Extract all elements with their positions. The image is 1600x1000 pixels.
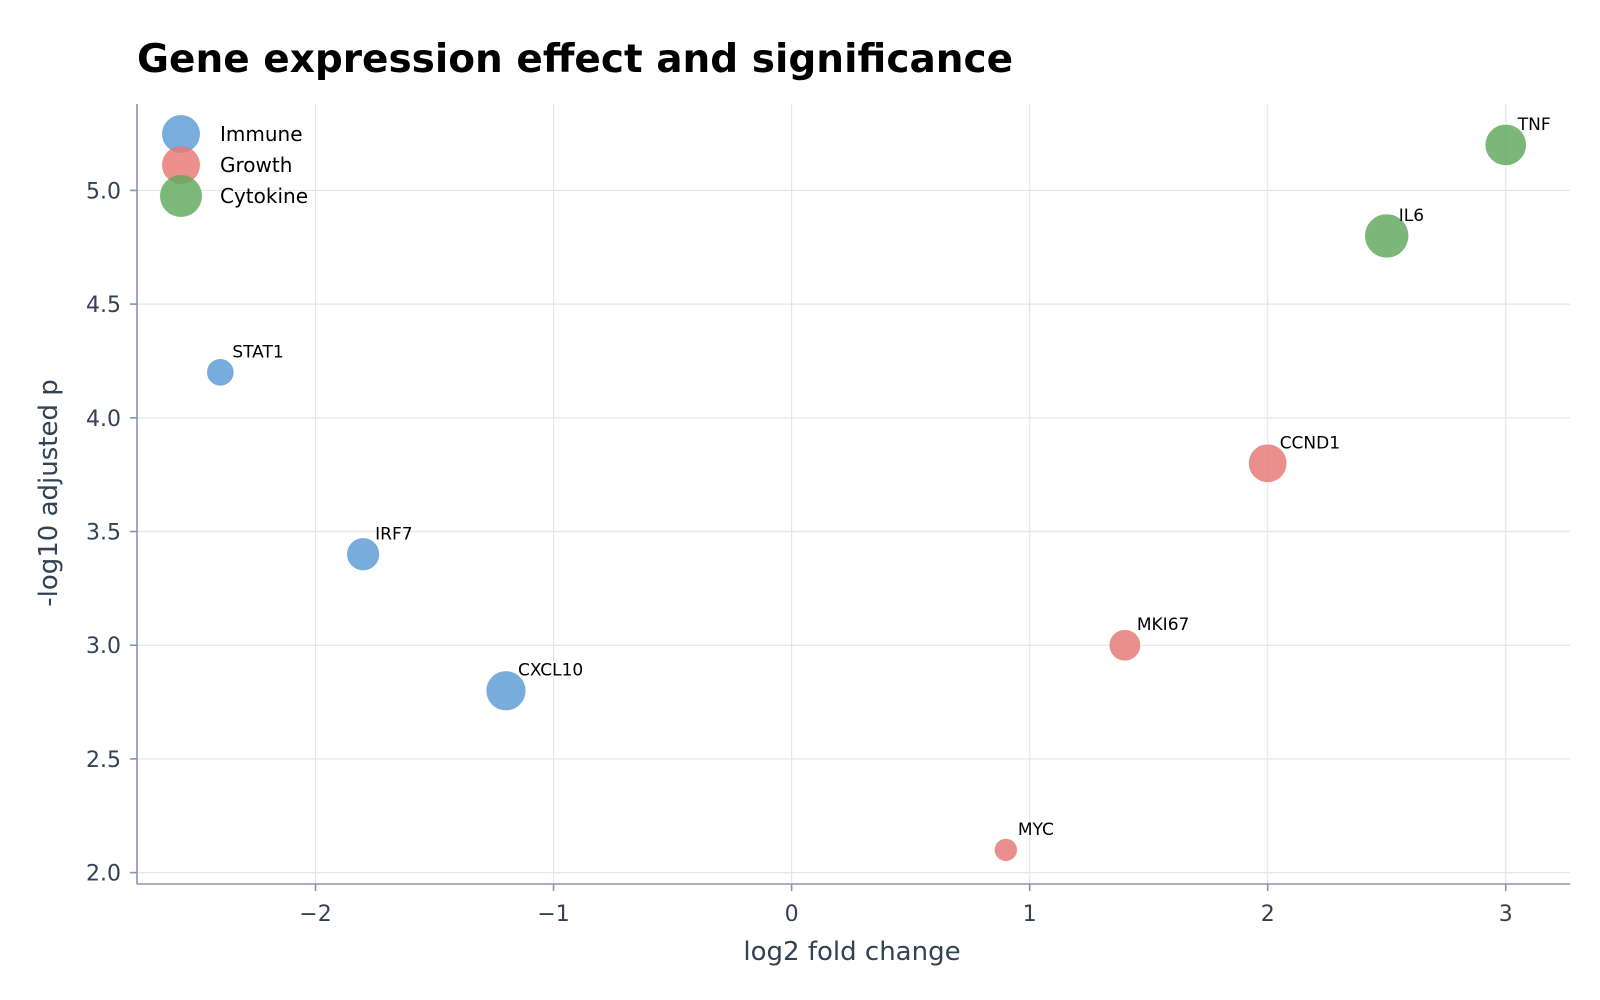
y-axis-label: -log10 adjusted p: [34, 379, 64, 607]
x-tick-label: 1: [1023, 902, 1037, 927]
point-label-ccnd1: CCND1: [1280, 433, 1340, 453]
y-tick-label: 2.5: [86, 748, 121, 773]
y-tick-label: 2.0: [86, 862, 121, 887]
legend: Immune Growth Cytokine: [160, 115, 308, 217]
point-label-il6: IL6: [1399, 206, 1424, 226]
point-labels-layer: STAT1 IRF7 CXCL10 MYC MKI67 CCND1 IL6 TNF: [232, 115, 1550, 840]
x-axis-label: log2 fold change: [743, 937, 960, 967]
point-label-cxcl10: CXCL10: [518, 661, 583, 681]
point-label-mki67: MKI67: [1137, 615, 1189, 635]
data-point-stat1: [205, 357, 236, 388]
data-point-irf7: [345, 536, 381, 572]
point-label-stat1: STAT1: [232, 342, 283, 362]
data-point-tnf: [1484, 123, 1528, 167]
axes-layer: −2 −1 0 1 2 3 2.0 2.5 3.0 3.5 4.0 4.5 5.0: [86, 104, 1570, 927]
points-layer: [205, 123, 1528, 863]
data-point-myc: [993, 837, 1019, 863]
legend-marker-growth: [162, 146, 200, 184]
x-tick-label: 0: [785, 902, 799, 927]
data-point-ccnd1: [1247, 443, 1288, 484]
x-tick-label: −2: [299, 902, 331, 927]
x-tick-label: 2: [1261, 902, 1275, 927]
x-tick-label: 3: [1499, 902, 1513, 927]
data-point-il6: [1363, 212, 1410, 259]
y-tick-label: 3.0: [86, 634, 121, 659]
x-tick-label: −1: [537, 902, 569, 927]
y-tick-label: 4.5: [86, 293, 121, 318]
data-point-cxcl10: [484, 669, 527, 712]
point-label-tnf: TNF: [1517, 115, 1551, 135]
point-label-myc: MYC: [1018, 820, 1054, 840]
legend-label-cytokine: Cytokine: [220, 184, 308, 208]
point-label-irf7: IRF7: [375, 524, 412, 544]
legend-marker-immune: [162, 115, 200, 153]
y-tick-label: 5.0: [86, 179, 121, 204]
y-tick-label: 3.5: [86, 521, 121, 546]
data-point-mki67: [1108, 628, 1142, 663]
grid-layer: [137, 104, 1570, 884]
chart-title: Gene expression effect and significance: [137, 37, 1013, 82]
legend-marker-cytokine: [160, 175, 202, 217]
legend-label-immune: Immune: [220, 122, 303, 146]
legend-label-growth: Growth: [220, 153, 292, 177]
y-tick-label: 4.0: [86, 407, 121, 432]
